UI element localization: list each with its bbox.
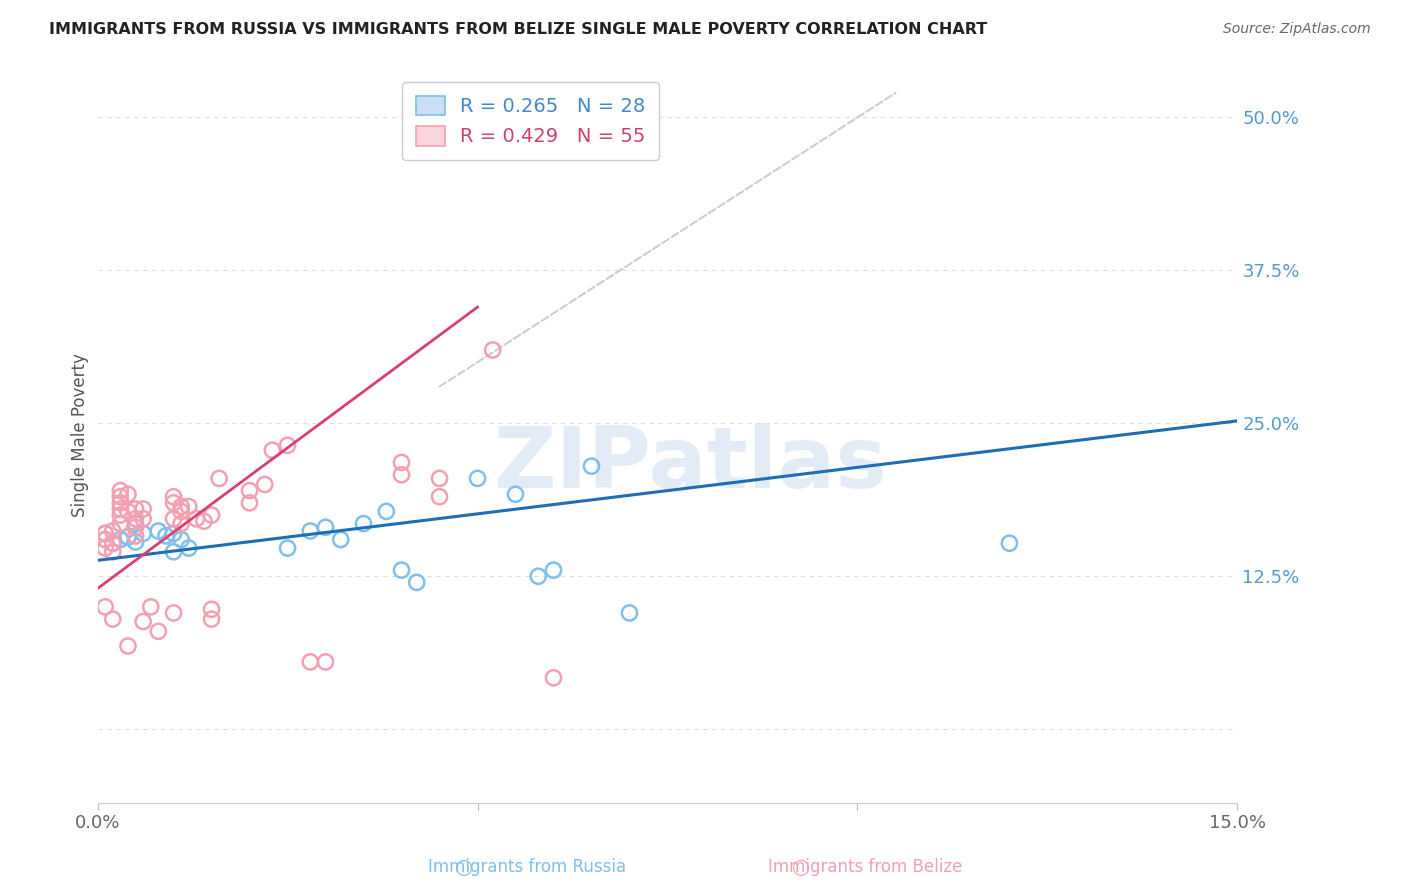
Text: ○: ○ <box>793 857 810 877</box>
Point <box>117 504 139 518</box>
Point <box>110 490 132 504</box>
Point <box>132 502 155 516</box>
Point <box>353 516 375 531</box>
Point <box>467 135 489 149</box>
Point <box>101 536 124 550</box>
Point <box>101 536 124 550</box>
Point <box>117 487 139 501</box>
Point <box>315 520 337 534</box>
Point <box>162 496 184 510</box>
Point <box>101 545 124 559</box>
Point <box>315 655 337 669</box>
Text: IMMIGRANTS FROM RUSSIA VS IMMIGRANTS FROM BELIZE SINGLE MALE POVERTY CORRELATION: IMMIGRANTS FROM RUSSIA VS IMMIGRANTS FRO… <box>49 22 987 37</box>
Point <box>543 671 565 685</box>
Point <box>124 502 146 516</box>
Point <box>117 639 139 653</box>
Point <box>94 526 117 541</box>
Point <box>299 524 322 538</box>
Point <box>110 533 132 547</box>
Point <box>110 502 132 516</box>
Text: Immigrants from Russia: Immigrants from Russia <box>429 858 626 876</box>
Point <box>277 541 299 555</box>
Point <box>110 508 132 522</box>
Point <box>101 612 124 626</box>
Point <box>391 455 413 469</box>
Point <box>94 541 117 555</box>
Point <box>124 516 146 531</box>
Point <box>200 612 222 626</box>
Point <box>200 508 222 522</box>
Text: Source: ZipAtlas.com: Source: ZipAtlas.com <box>1223 22 1371 37</box>
Point <box>110 516 132 531</box>
Point <box>177 541 200 555</box>
Point <box>527 569 550 583</box>
Point <box>193 514 215 528</box>
Point <box>262 443 284 458</box>
Point <box>581 459 603 474</box>
Point <box>177 500 200 514</box>
Y-axis label: Single Male Poverty: Single Male Poverty <box>72 353 89 517</box>
Point <box>208 471 231 485</box>
Point <box>148 524 170 538</box>
Point <box>505 487 527 501</box>
Point <box>277 438 299 452</box>
Legend: R = 0.265   N = 28, R = 0.429   N = 55: R = 0.265 N = 28, R = 0.429 N = 55 <box>402 82 659 160</box>
Point <box>162 545 184 559</box>
Point <box>110 483 132 498</box>
Text: Immigrants from Belize: Immigrants from Belize <box>768 858 962 876</box>
Point <box>375 504 398 518</box>
Point <box>543 563 565 577</box>
Point <box>429 471 451 485</box>
Point <box>186 512 208 526</box>
Point <box>101 524 124 538</box>
Point <box>162 526 184 541</box>
Point <box>124 512 146 526</box>
Point <box>170 533 193 547</box>
Point <box>200 602 222 616</box>
Point <box>170 516 193 531</box>
Point <box>162 512 184 526</box>
Point <box>238 496 260 510</box>
Point <box>124 520 146 534</box>
Text: ZIPatlas: ZIPatlas <box>494 424 887 507</box>
Point <box>162 606 184 620</box>
Point <box>94 526 117 541</box>
Point <box>405 575 427 590</box>
Point <box>124 535 146 549</box>
Point <box>132 526 155 541</box>
Point <box>253 477 276 491</box>
Point <box>429 490 451 504</box>
Point <box>148 624 170 639</box>
Point <box>132 615 155 629</box>
Point <box>619 606 641 620</box>
Point <box>170 504 193 518</box>
Text: ○: ○ <box>456 857 472 877</box>
Point <box>162 490 184 504</box>
Point <box>391 467 413 482</box>
Point <box>132 512 155 526</box>
Point <box>329 533 352 547</box>
Point <box>155 529 177 543</box>
Point <box>299 655 322 669</box>
Point <box>481 343 503 357</box>
Point <box>467 471 489 485</box>
Point <box>94 533 117 547</box>
Point <box>238 483 260 498</box>
Point <box>124 529 146 543</box>
Point <box>170 500 193 514</box>
Point <box>94 599 117 614</box>
Point <box>117 530 139 544</box>
Point <box>110 496 132 510</box>
Point <box>998 536 1021 550</box>
Point <box>94 533 117 547</box>
Point <box>139 599 162 614</box>
Point <box>391 563 413 577</box>
